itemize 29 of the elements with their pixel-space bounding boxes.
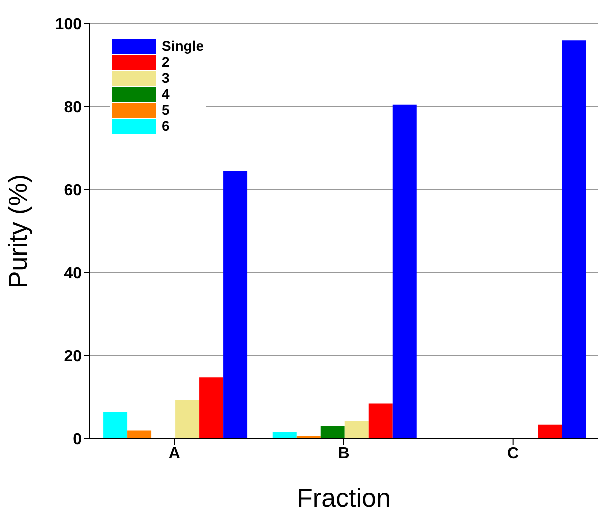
legend-label: Single — [162, 38, 204, 54]
legend-label: 3 — [162, 70, 170, 86]
legend-label: 5 — [162, 102, 170, 118]
bar — [128, 430, 152, 439]
x-tick-label: B — [338, 445, 350, 462]
legend-label: 2 — [162, 54, 170, 70]
x-axis-title: Fraction — [297, 483, 391, 513]
y-tick-label: 80 — [64, 100, 82, 117]
y-tick-label: 0 — [73, 432, 82, 449]
bar — [368, 404, 393, 439]
bar — [200, 378, 224, 439]
legend-label: 6 — [162, 118, 170, 134]
y-tick-label: 40 — [64, 266, 82, 283]
bar — [176, 400, 200, 439]
bar — [538, 424, 562, 439]
y-axis-title: Purity (%) — [3, 174, 34, 289]
y-tick-label: 60 — [64, 182, 82, 200]
bar — [562, 40, 586, 439]
bar — [392, 104, 417, 439]
y-tick-label: 20 — [64, 348, 82, 366]
bar — [104, 412, 128, 439]
x-tick-label: C — [508, 445, 520, 462]
legend-label: 4 — [162, 86, 170, 102]
x-tick-label: A — [168, 445, 181, 462]
bar — [224, 171, 248, 439]
bar — [272, 432, 297, 439]
bar — [344, 421, 369, 439]
y-tick-label: 100 — [55, 16, 82, 34]
bar — [320, 426, 345, 439]
